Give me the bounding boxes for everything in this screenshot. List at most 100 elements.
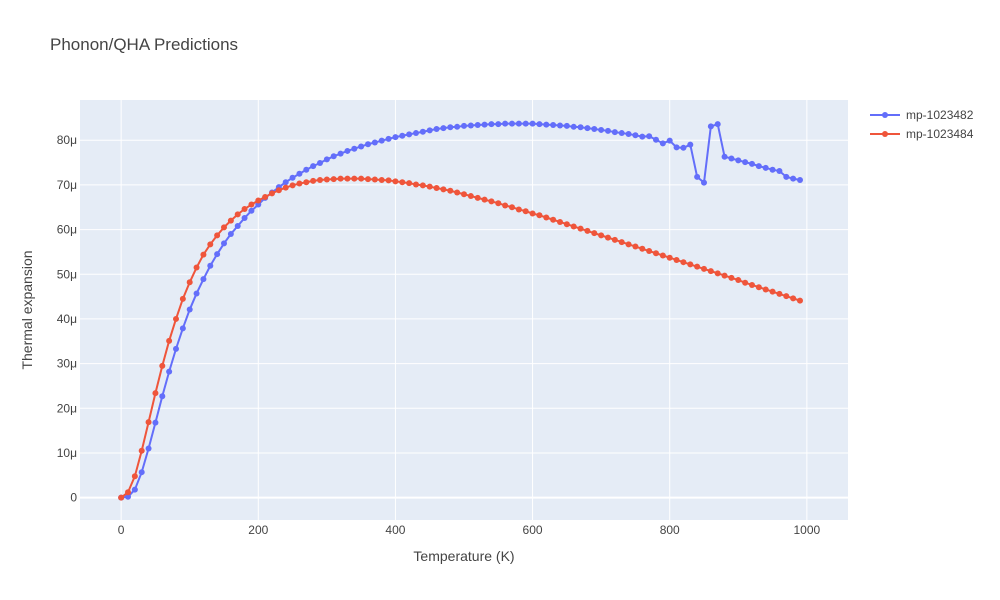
data-point (653, 250, 659, 257)
data-point (509, 204, 515, 211)
data-point (433, 185, 440, 192)
data-point (454, 189, 461, 196)
data-point (378, 176, 385, 183)
data-point (282, 184, 289, 191)
data-point (296, 180, 303, 187)
data-point (577, 124, 584, 131)
data-point (145, 419, 152, 426)
data-point (625, 130, 632, 137)
data-point (248, 201, 255, 208)
data-point (461, 122, 467, 129)
data-point (234, 223, 241, 229)
data-point (467, 122, 474, 129)
data-point (618, 130, 625, 137)
series-mp-1023482 (118, 120, 803, 501)
data-point (413, 181, 419, 188)
data-point (406, 180, 413, 187)
data-point (385, 135, 392, 142)
data-point (454, 123, 461, 130)
y-tick-label: 20μ (57, 401, 77, 415)
data-point (749, 160, 755, 167)
data-point (570, 223, 577, 230)
data-point (563, 122, 570, 129)
data-point (303, 166, 310, 173)
data-point (666, 254, 673, 261)
data-point (310, 163, 317, 170)
data-point (707, 268, 714, 275)
data-point (714, 270, 721, 277)
data-point (598, 232, 605, 239)
data-point (166, 337, 173, 344)
legend-marker (882, 112, 888, 118)
data-point (502, 202, 509, 209)
data-point (769, 166, 776, 173)
data-point (488, 198, 495, 205)
data-point (755, 163, 762, 170)
data-point (721, 153, 728, 160)
data-point (337, 150, 344, 157)
data-point (241, 206, 248, 213)
legend-item[interactable]: mp-1023482 (870, 108, 974, 122)
data-point (131, 486, 138, 493)
data-point (639, 133, 646, 140)
data-point (234, 211, 241, 218)
data-point (392, 134, 399, 141)
data-point (618, 239, 625, 246)
data-point (131, 473, 138, 480)
data-point (138, 447, 145, 454)
data-point (269, 190, 275, 197)
data-point (790, 175, 797, 182)
data-point (632, 243, 639, 250)
data-point (282, 179, 289, 186)
data-point (419, 182, 426, 189)
data-point (330, 176, 337, 183)
x-tick-label: 600 (523, 523, 543, 537)
data-point (323, 156, 330, 163)
data-point (529, 210, 536, 217)
series-layer (118, 120, 803, 501)
tick-labels: 0 200 400 600 800 1000 0 10μ 20μ 30μ 40μ 50μ 60μ 70μ 8… (57, 133, 821, 537)
data-point (227, 231, 234, 238)
data-point (776, 168, 783, 175)
data-point (145, 445, 152, 452)
data-point (358, 143, 365, 150)
data-point (262, 193, 269, 200)
data-point (296, 170, 303, 177)
data-point (536, 121, 543, 128)
data-point (749, 281, 755, 288)
data-point (515, 120, 522, 127)
data-point (221, 224, 227, 231)
y-tick-label: 80μ (57, 133, 77, 147)
data-point (563, 221, 570, 228)
data-point (426, 183, 433, 190)
data-point (742, 159, 749, 166)
legend-marker (882, 131, 888, 137)
data-point (303, 179, 310, 186)
data-point (611, 129, 618, 136)
data-point (118, 494, 125, 501)
data-point (735, 277, 742, 284)
data-point (570, 123, 577, 130)
data-point (591, 230, 598, 237)
grid (80, 100, 848, 520)
data-point (365, 141, 371, 148)
data-point (557, 122, 563, 129)
data-point (515, 206, 522, 213)
data-point (707, 123, 714, 130)
y-tick-label: 10μ (57, 446, 77, 460)
x-tick-label: 1000 (794, 523, 821, 537)
data-point (159, 362, 166, 369)
data-point (783, 293, 790, 300)
data-point (611, 236, 618, 243)
data-point (687, 261, 694, 268)
y-tick-label: 30μ (57, 357, 77, 371)
data-point (577, 225, 584, 232)
data-point (125, 489, 131, 496)
data-point (653, 136, 659, 143)
data-point (186, 279, 193, 286)
data-point (358, 175, 365, 182)
legend-item[interactable]: mp-1023484 (870, 127, 974, 141)
data-point (769, 288, 776, 295)
data-point (159, 393, 166, 400)
data-point (125, 493, 131, 500)
